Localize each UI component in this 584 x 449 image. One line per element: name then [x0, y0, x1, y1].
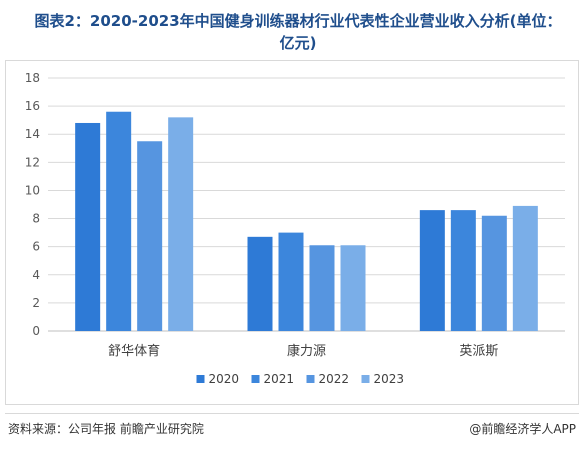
y-tick-label: 8 [32, 212, 40, 226]
bar-2022-1 [309, 245, 335, 331]
bar-2020-0 [75, 122, 101, 331]
legend: 2020 2021 2022 2023 [196, 372, 405, 386]
bar-2021-0 [106, 111, 132, 331]
y-tick-label: 4 [32, 268, 40, 282]
legend-swatch-2020 [196, 375, 205, 383]
x-category-label: 舒华体育 [108, 343, 160, 359]
brand-credit: @前瞻经济学人APP [469, 422, 576, 436]
x-category-label: 英派斯 [459, 344, 498, 359]
bars [75, 111, 538, 331]
x-category-label: 康力源 [287, 343, 326, 359]
bar-2021-2 [450, 210, 476, 331]
y-axis-ticks: 0 2 4 6 8 10 12 14 16 18 [25, 71, 40, 338]
y-tick-label: 16 [25, 99, 40, 113]
y-tick-label: 2 [32, 296, 40, 310]
y-tick-label: 12 [25, 155, 40, 169]
source-note: 资料来源：公司年报 前瞻产业研究院 [8, 422, 204, 436]
bar-2023-2 [512, 205, 538, 331]
legend-label-2021: 2021 [264, 372, 295, 386]
y-tick-label: 14 [25, 127, 40, 141]
bar-2022-0 [137, 141, 163, 331]
legend-label-2023: 2023 [374, 372, 405, 386]
y-tick-label: 6 [32, 240, 40, 254]
chart-frame [5, 60, 579, 405]
legend-label-2022: 2022 [319, 372, 350, 386]
x-axis-categories: 舒华体育 康力源 英派斯 [108, 343, 498, 359]
gridlines [48, 77, 565, 332]
bar-2021-1 [278, 232, 304, 331]
bar-2020-2 [419, 210, 445, 331]
legend-label-2020: 2020 [209, 372, 240, 386]
bar-2022-2 [481, 215, 507, 331]
legend-swatch-2023 [361, 375, 370, 383]
legend-swatch-2022 [306, 375, 315, 383]
legend-swatch-2021 [251, 375, 260, 383]
bar-2020-1 [247, 236, 273, 331]
y-tick-label: 10 [25, 183, 40, 197]
y-tick-label: 0 [32, 324, 40, 338]
footer-divider [5, 413, 579, 414]
chart-title: 图表2：2020-2023年中国健身训练器材行业代表性企业营业收入分析(单位：亿… [34, 12, 562, 52]
bar-2023-0 [168, 117, 194, 331]
y-tick-label: 18 [25, 71, 40, 85]
bar-2023-1 [340, 245, 366, 331]
